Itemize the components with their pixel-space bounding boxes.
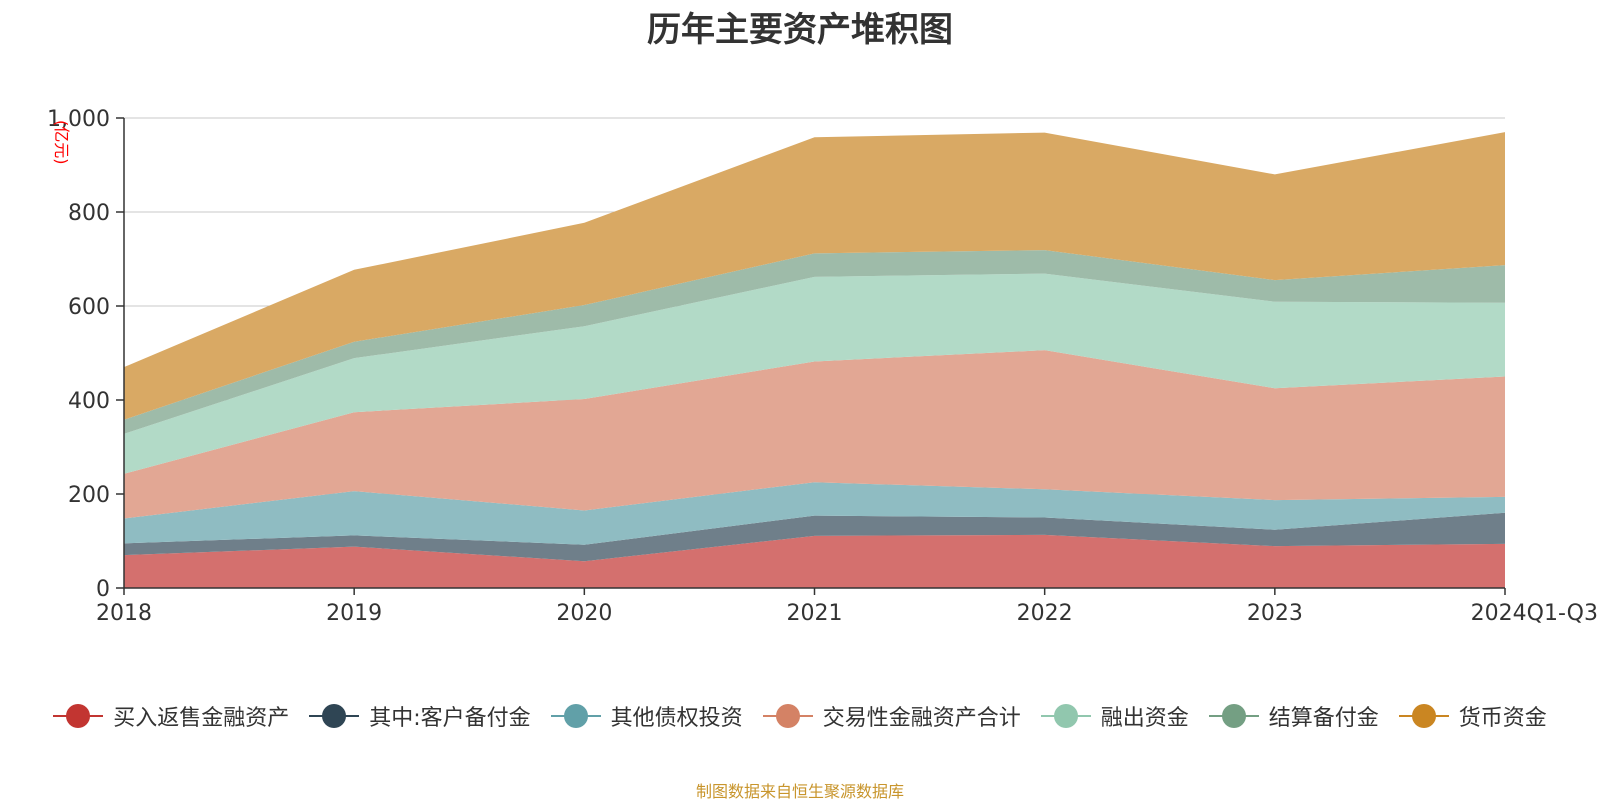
area-series-1 <box>124 512 1505 562</box>
y-axis-unit-label: (亿元) <box>52 120 71 165</box>
x-tick-label: 2020 <box>556 601 612 626</box>
legend-item-5[interactable]: 结算备付金 <box>1208 700 1379 732</box>
legend-marker <box>762 703 813 729</box>
area-series-0 <box>124 534 1505 588</box>
y-tick-label: 800 <box>68 201 110 226</box>
x-tick-label: 2021 <box>787 601 843 626</box>
x-tick-label: 2024Q1-Q3 <box>1471 601 1598 626</box>
y-tick-label: 400 <box>68 389 110 414</box>
legend-item-1[interactable]: 其中:客户备付金 <box>309 700 531 732</box>
legend-item-3[interactable]: 交易性金融资产合计 <box>762 700 1021 732</box>
source-note: 制图数据来自恒生聚源数据库 <box>695 782 904 801</box>
area-series-6 <box>124 132 1505 420</box>
legend-label: 融出资金 <box>1100 706 1189 731</box>
legend-label: 买入返售金融资产 <box>113 706 290 731</box>
chart-title: 历年主要资产堆积图 <box>647 10 953 50</box>
area-layer <box>124 132 1505 588</box>
legend-item-4[interactable]: 融出资金 <box>1040 700 1189 732</box>
legend-label: 其中:客户备付金 <box>369 706 531 731</box>
x-tick-label: 2023 <box>1247 601 1303 626</box>
axes: 0 200 400 600 800 1,000 2018 2019 2020 2021 2022 20… <box>47 107 1598 626</box>
area-series-3 <box>124 350 1505 519</box>
legend-item-0[interactable]: 买入返售金融资产 <box>53 700 289 732</box>
legend-marker <box>550 703 601 729</box>
x-tick-label: 2022 <box>1017 601 1073 626</box>
legend-item-6[interactable]: 货币资金 <box>1398 700 1547 732</box>
y-tick-label: 1,000 <box>47 107 110 132</box>
area-series-4 <box>124 273 1505 474</box>
legend-marker <box>1398 703 1449 729</box>
y-tick-label: 600 <box>68 295 110 320</box>
y-tick-label: 0 <box>96 577 110 602</box>
legend-item-2[interactable]: 其他债权投资 <box>550 700 743 732</box>
area-series-2 <box>124 482 1505 545</box>
area-series-5 <box>124 250 1505 434</box>
legend-label: 交易性金融资产合计 <box>822 706 1021 731</box>
legend-marker <box>1208 703 1259 729</box>
legend-label: 货币资金 <box>1458 706 1547 731</box>
y-tick-label: 200 <box>68 483 110 508</box>
legend: 买入返售金融资产 其中:客户备付金 其他债权投资 交易性金融资产合计 融出资金 结算备付金… <box>0 700 1600 732</box>
x-tick-label: 2018 <box>96 601 152 626</box>
legend-marker <box>1040 703 1091 729</box>
legend-marker <box>309 703 360 729</box>
legend-label: 其他债权投资 <box>610 706 743 731</box>
legend-marker <box>53 703 104 729</box>
legend-label: 结算备付金 <box>1268 706 1379 731</box>
x-tick-label: 2019 <box>326 601 382 626</box>
